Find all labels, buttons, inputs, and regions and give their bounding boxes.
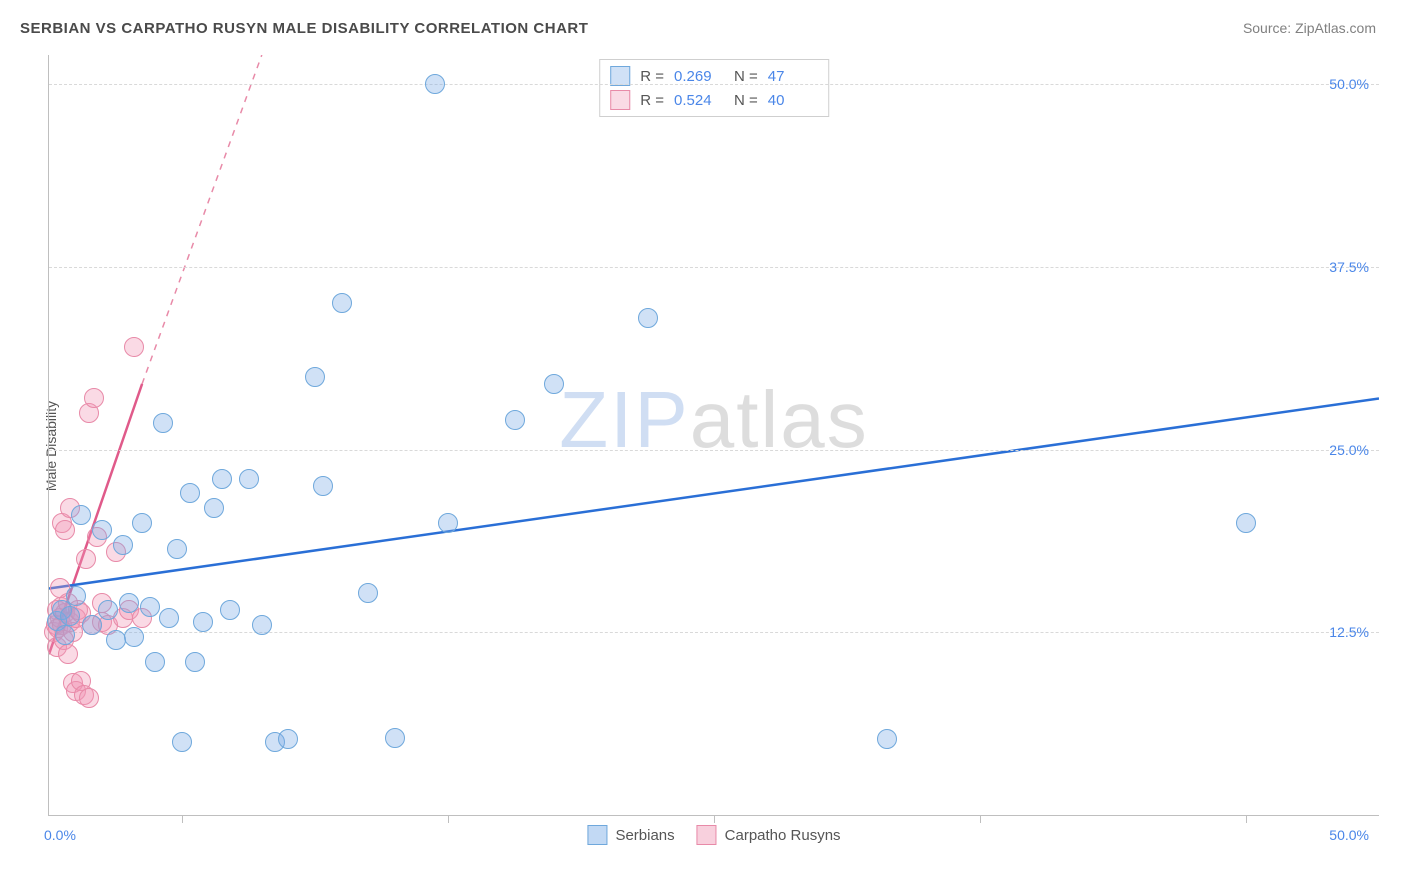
- data-point: [193, 612, 213, 632]
- data-point: [638, 308, 658, 328]
- data-point: [185, 652, 205, 672]
- data-point: [55, 520, 75, 540]
- data-point: [220, 600, 240, 620]
- swatch-carpatho-icon: [697, 825, 717, 845]
- gridline: [49, 84, 1379, 85]
- data-point: [332, 293, 352, 313]
- data-point: [239, 469, 259, 489]
- x-axis-max-label: 50.0%: [1329, 827, 1369, 843]
- chart-container: SERBIAN VS CARPATHO RUSYN MALE DISABILIT…: [0, 0, 1406, 892]
- data-point: [60, 606, 80, 626]
- data-point: [278, 729, 298, 749]
- n-value-serbians: 47: [768, 68, 818, 85]
- data-point: [212, 469, 232, 489]
- x-tick: [182, 815, 183, 823]
- watermark-text: ZIPatlas: [559, 374, 868, 466]
- swatch-serbians-icon: [610, 66, 630, 86]
- r-label: R =: [640, 68, 664, 85]
- data-point: [76, 549, 96, 569]
- x-axis-min-label: 0.0%: [44, 827, 76, 843]
- gridline: [49, 632, 1379, 633]
- trend-line: [49, 398, 1379, 588]
- data-point: [167, 539, 187, 559]
- data-point: [425, 74, 445, 94]
- legend-row-carpatho: R = 0.524 N = 40: [610, 88, 818, 112]
- data-point: [98, 600, 118, 620]
- data-point: [140, 597, 160, 617]
- data-point: [204, 498, 224, 518]
- data-point: [180, 483, 200, 503]
- data-point: [153, 413, 173, 433]
- data-point: [544, 374, 564, 394]
- trend-lines-svg: [49, 55, 1379, 815]
- data-point: [124, 627, 144, 647]
- gridline: [49, 450, 1379, 451]
- n-value-carpatho: 40: [768, 92, 818, 109]
- data-point: [305, 367, 325, 387]
- y-tick-label: 37.5%: [1329, 259, 1369, 275]
- legend-label-serbians: Serbians: [615, 827, 674, 844]
- legend-item-serbians: Serbians: [587, 825, 674, 845]
- data-point: [877, 729, 897, 749]
- gridline: [49, 267, 1379, 268]
- trend-line: [142, 55, 262, 384]
- n-label: N =: [734, 68, 758, 85]
- x-tick: [1246, 815, 1247, 823]
- series-legend: Serbians Carpatho Rusyns: [587, 825, 840, 845]
- data-point: [505, 410, 525, 430]
- data-point: [358, 583, 378, 603]
- data-point: [1236, 513, 1256, 533]
- data-point: [79, 688, 99, 708]
- data-point: [159, 608, 179, 628]
- swatch-serbians-icon: [587, 825, 607, 845]
- data-point: [58, 644, 78, 664]
- data-point: [119, 593, 139, 613]
- y-tick-label: 12.5%: [1329, 624, 1369, 640]
- legend-item-carpatho: Carpatho Rusyns: [697, 825, 841, 845]
- data-point: [82, 615, 102, 635]
- x-tick: [980, 815, 981, 823]
- data-point: [71, 505, 91, 525]
- legend-label-carpatho: Carpatho Rusyns: [725, 827, 841, 844]
- data-point: [92, 520, 112, 540]
- chart-title: SERBIAN VS CARPATHO RUSYN MALE DISABILIT…: [20, 20, 588, 37]
- r-label: R =: [640, 92, 664, 109]
- data-point: [313, 476, 333, 496]
- data-point: [124, 337, 144, 357]
- data-point: [252, 615, 272, 635]
- swatch-carpatho-icon: [610, 90, 630, 110]
- data-point: [438, 513, 458, 533]
- r-value-serbians: 0.269: [674, 68, 724, 85]
- y-tick-label: 50.0%: [1329, 76, 1369, 92]
- correlation-legend: R = 0.269 N = 47 R = 0.524 N = 40: [599, 59, 829, 117]
- data-point: [145, 652, 165, 672]
- data-point: [66, 586, 86, 606]
- x-tick: [714, 815, 715, 823]
- source-attribution: Source: ZipAtlas.com: [1243, 20, 1376, 36]
- y-tick-label: 25.0%: [1329, 442, 1369, 458]
- data-point: [385, 728, 405, 748]
- x-tick: [448, 815, 449, 823]
- plot-area: ZIPatlas R = 0.269 N = 47 R = 0.524 N = …: [48, 55, 1379, 816]
- data-point: [55, 625, 75, 645]
- data-point: [84, 388, 104, 408]
- data-point: [106, 630, 126, 650]
- data-point: [172, 732, 192, 752]
- n-label: N =: [734, 92, 758, 109]
- data-point: [132, 513, 152, 533]
- data-point: [113, 535, 133, 555]
- r-value-carpatho: 0.524: [674, 92, 724, 109]
